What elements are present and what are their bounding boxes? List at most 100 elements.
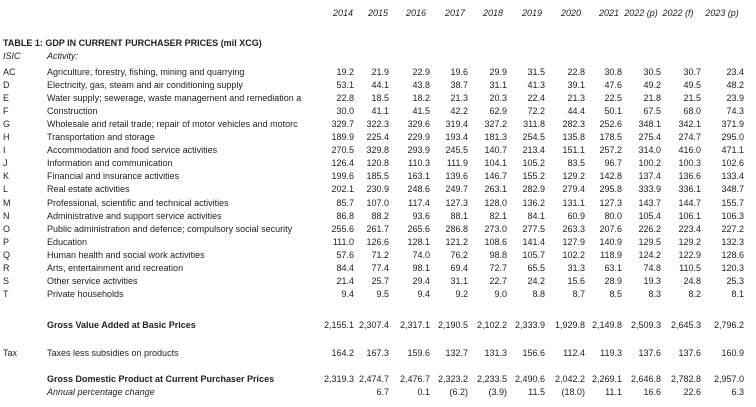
year-heading: 2021 [598,8,620,18]
value-cell: 102.6 [721,158,744,169]
value-cell: 263.1 [484,184,507,195]
activity-name: Arts, entertainment and recreation [47,262,184,273]
value-cell: 9.2 [455,288,468,299]
value-cell: 39.1 [567,80,585,91]
value-cell: 86.8 [336,210,354,221]
value-cell: 8.1 [731,288,744,299]
activity-name: Administrative and support service activ… [47,210,222,221]
value-cell: 18.5 [371,93,389,104]
value-cell: 105.7 [522,249,545,260]
value-cell: 42.2 [450,106,468,117]
value-cell: 226.2 [638,223,661,234]
tax-value: 131.3 [484,348,507,358]
value-cell: 181.3 [484,132,507,143]
value-cell: 128.6 [721,249,744,260]
value-cell: 126.6 [366,236,389,247]
change-value: 6.3 [731,387,744,397]
value-cell: 127.9 [562,236,585,247]
value-cell: 225.4 [366,132,389,143]
value-cell: 80.0 [604,210,622,221]
value-cell: 111.9 [446,158,468,169]
value-cell: 139.6 [445,171,468,182]
value-cell: 84.1 [527,210,545,221]
value-cell: 106.3 [721,210,744,221]
tax-value: 160.9 [721,348,744,358]
value-cell: 282.9 [522,184,545,195]
value-cell: 28.9 [604,275,622,286]
value-cell: 143.7 [638,197,661,208]
gdp-value: 2,474.7 [358,374,389,384]
tax-value: 132.7 [445,348,468,358]
value-cell: 22.5 [604,93,622,104]
value-cell: 57.6 [336,249,354,260]
value-cell: 63.1 [604,262,622,273]
gva-value: 2,796.2 [713,320,744,330]
value-cell: 38.7 [450,80,468,91]
value-cell: 19.3 [643,275,661,286]
value-cell: 254.5 [522,132,545,143]
gdp-value: 2,490.6 [514,374,545,384]
isic-code: J [3,158,8,169]
value-cell: 30.7 [683,67,701,77]
year-heading: 2015 [367,8,389,18]
value-cell: 333.9 [638,184,661,195]
value-cell: 49.5 [683,80,701,91]
value-cell: 132.3 [721,236,744,247]
value-cell: 8.2 [688,288,701,299]
value-cell: 223.4 [678,223,701,234]
value-cell: 19.6 [450,67,468,77]
value-cell: 72.2 [527,106,545,117]
isic-code: Q [3,249,11,260]
value-cell: 471.1 [721,145,744,156]
value-cell: 140.9 [599,236,622,247]
activity-name: Education [47,236,88,247]
gva-value: 2,645.3 [670,320,701,330]
gdp-value: 2,323.2 [437,374,468,384]
value-cell: 329.7 [331,119,354,130]
value-cell: 163.1 [407,171,430,182]
isic-code: D [3,80,10,91]
value-cell: 126.4 [331,158,354,169]
value-cell: 213.4 [522,145,545,156]
value-cell: 24.8 [683,275,701,286]
value-cell: 96.7 [604,158,622,169]
value-cell: 319.4 [445,119,468,130]
value-cell: 108.6 [484,236,507,247]
activity-name: Real estate activities [47,184,130,195]
value-cell: 22.8 [567,67,585,77]
year-heading: 2016 [405,8,427,18]
value-cell: 48.2 [726,80,744,91]
value-cell: 105.4 [638,210,661,221]
table-title: TABLE 1: GDP IN CURRENT PURCHASER PRICES… [3,38,262,48]
value-cell: 29.4 [412,275,430,286]
value-cell: 22.4 [527,93,545,104]
value-cell: 295.0 [721,132,744,143]
value-cell: 371.9 [721,119,744,130]
value-cell: 53.1 [336,80,354,91]
value-cell: 88.1 [450,210,468,221]
value-cell: 348.7 [721,184,744,195]
value-cell: 29.9 [489,67,507,77]
gva-value: 2,509.3 [630,320,661,330]
activity-name: Other service activities [47,275,138,286]
value-cell: 31.1 [489,80,507,91]
value-cell: 23.9 [726,93,744,104]
value-cell: 102.2 [562,249,585,260]
value-cell: 265.6 [407,223,430,234]
value-cell: 127.3 [445,197,468,208]
value-cell: 322.3 [366,119,389,130]
value-cell: 30.0 [336,106,354,117]
value-cell: 41.1 [371,106,389,117]
value-cell: 128.1 [407,236,430,247]
value-cell: 342.1 [678,119,701,130]
gva-value: 2,149.8 [591,320,622,330]
gdp-value: 2,476.7 [399,374,430,384]
value-cell: 21.9 [371,67,389,77]
value-cell: 82.1 [489,210,507,221]
value-cell: 252.6 [599,119,622,130]
isic-code: E [3,93,10,104]
value-cell: 31.3 [567,262,585,273]
isic-code: M [3,197,11,208]
